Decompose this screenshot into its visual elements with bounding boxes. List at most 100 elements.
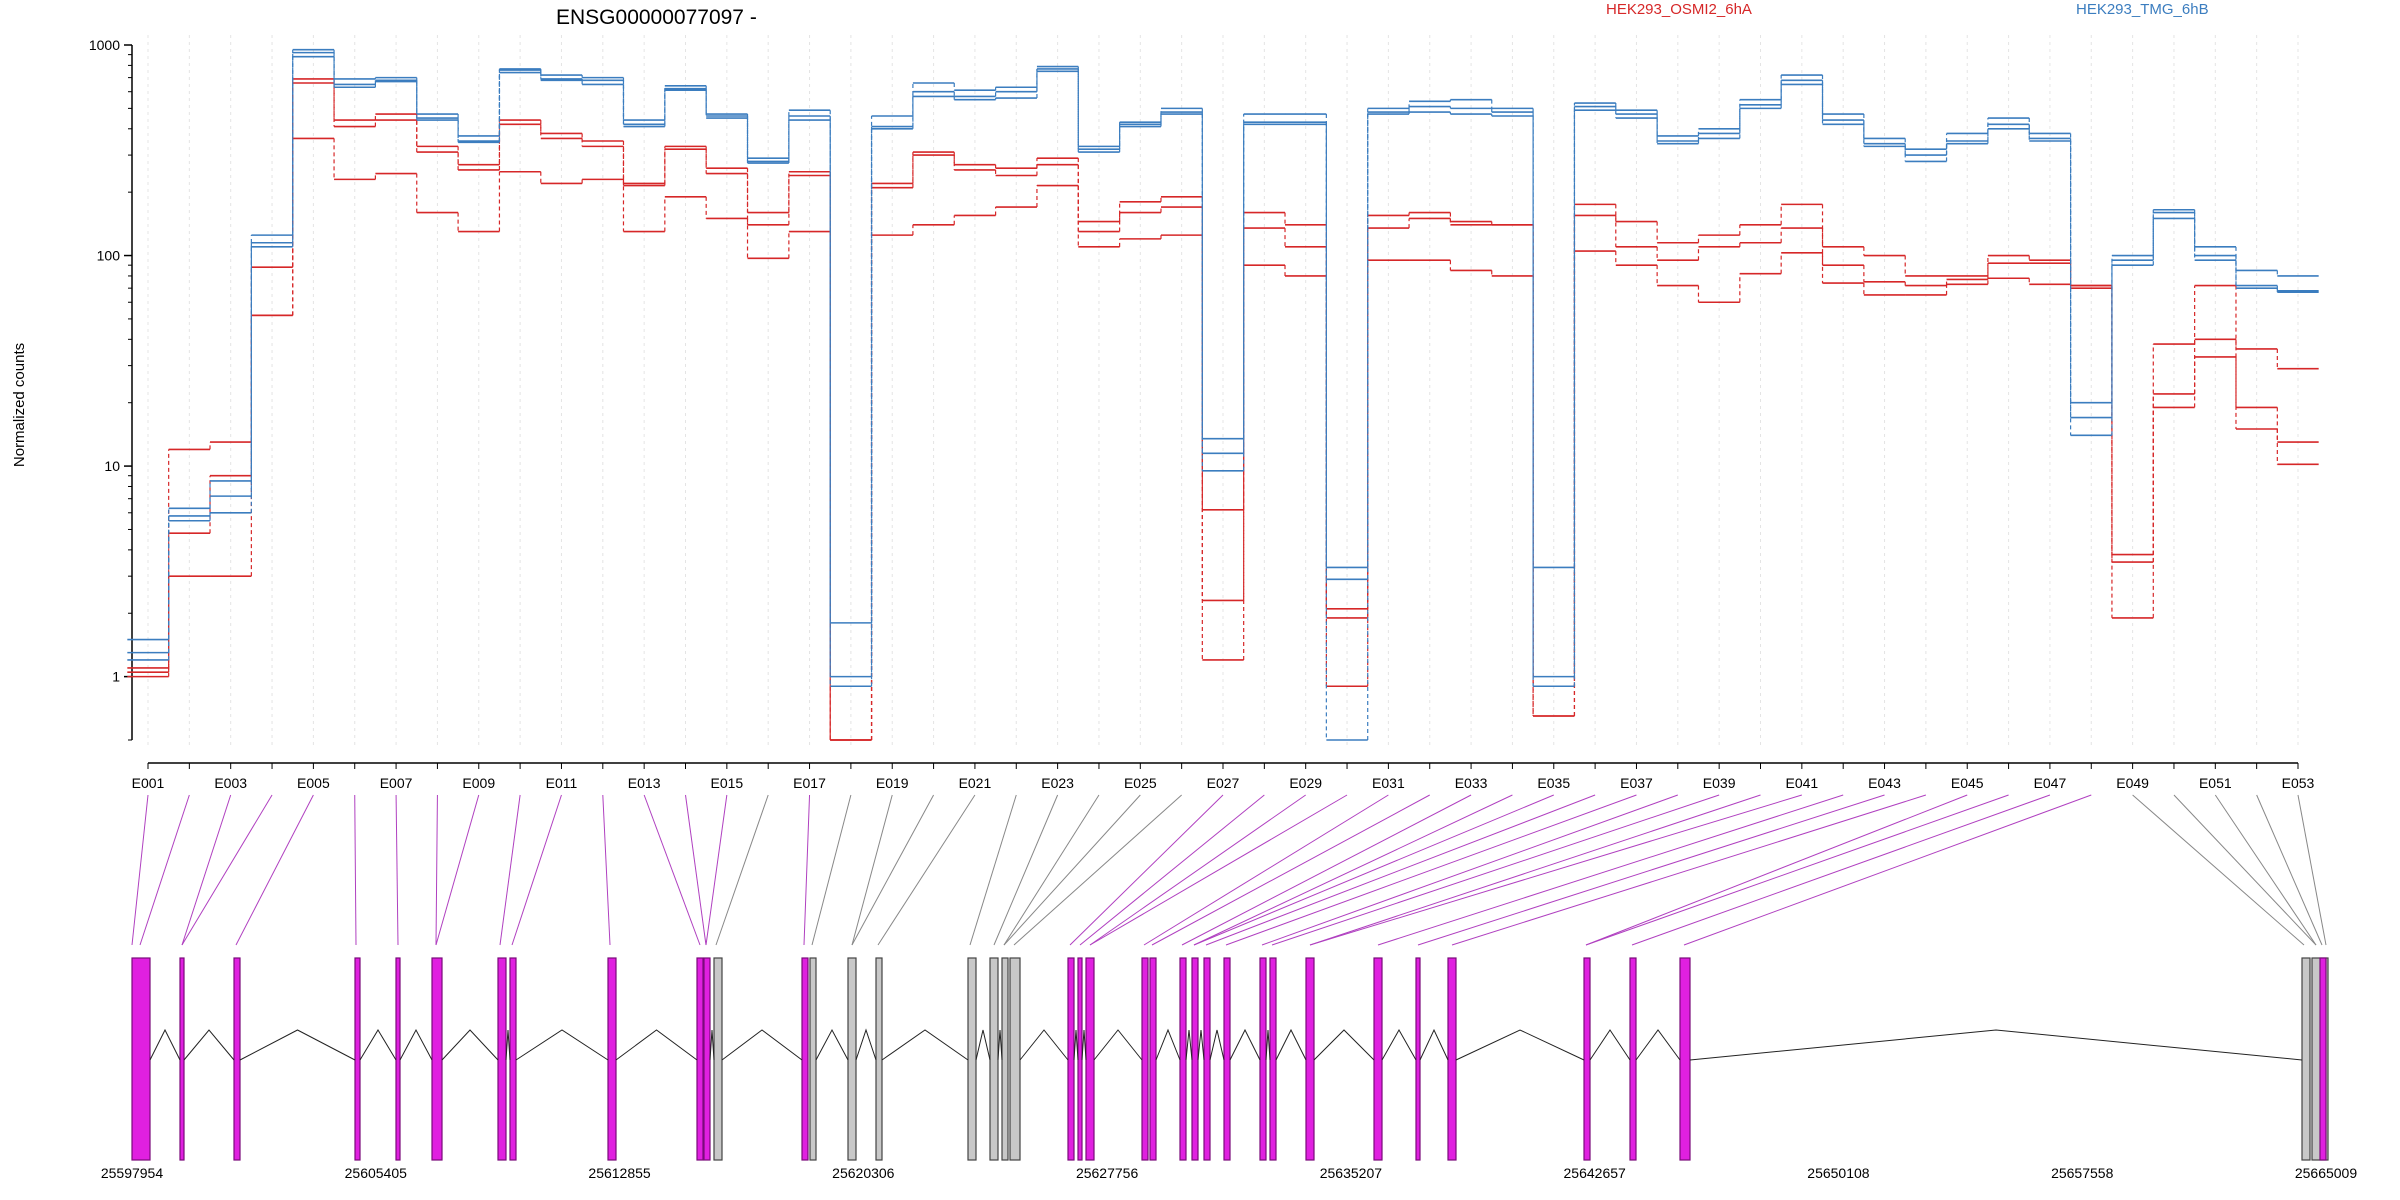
exon-connector [435, 794, 480, 946]
series-lines [127, 48, 2319, 741]
intron-line [1019, 1029, 1069, 1061]
intron-line [1197, 1029, 1205, 1061]
coordinate-label: 25597954 [101, 1165, 164, 1181]
exon-box-tested [431, 957, 443, 1161]
exon-box-tested [179, 957, 185, 1161]
intron-line [1313, 1029, 1375, 1061]
intron-line [975, 1029, 991, 1061]
exon-box-tested [509, 957, 517, 1161]
exon-connector [1261, 794, 1678, 946]
exon-box-tested [2319, 957, 2327, 1161]
intron-line [1229, 1028, 1261, 1061]
intron-line [721, 1029, 803, 1061]
coordinate-label: 25642657 [1564, 1165, 1627, 1181]
exon-connector [685, 794, 707, 946]
x-tick-label: E017 [793, 775, 826, 791]
y-tick-label: 1000 [89, 37, 120, 53]
exon-connector [1079, 794, 1265, 946]
exon-box-tested [1067, 957, 1075, 1161]
exon-connector [181, 794, 232, 946]
exon-box-untested [1001, 957, 1009, 1161]
exon-box-tested [1415, 957, 1421, 1161]
exon-connector [1417, 794, 1885, 946]
exon-connector [851, 794, 893, 946]
intron-line [1455, 1029, 1585, 1061]
exon-box-tested [1269, 957, 1277, 1161]
coordinate-label: 25650108 [1807, 1165, 1870, 1181]
exon-connector [851, 794, 935, 946]
intron-line [1081, 1029, 1087, 1061]
exon-box-untested [989, 957, 999, 1161]
x-tick-label: E037 [1620, 775, 1653, 791]
exon-connector [2173, 794, 2317, 946]
exon-box-tested [1191, 957, 1199, 1161]
x-tick-label: E023 [1041, 775, 1074, 791]
x-tick-label: E031 [1372, 775, 1405, 791]
x-tick-label: E039 [1703, 775, 1736, 791]
series-a-1 [127, 82, 2319, 741]
intron-line [1275, 1028, 1307, 1061]
x-tick-label: E035 [1537, 775, 1570, 791]
y-tick-label: 1 [112, 669, 120, 685]
y-axis-label: Normalized counts [11, 343, 28, 467]
exon-connector [811, 794, 852, 946]
exon-box-untested [875, 957, 883, 1161]
exon-box-tested [131, 957, 151, 1161]
exon-connector [715, 794, 769, 946]
exon-box-tested [354, 957, 361, 1161]
exon-box-tested [1447, 957, 1457, 1161]
exon-connector [395, 794, 399, 946]
exon-connector [2214, 794, 2317, 946]
exon-connector [602, 794, 611, 946]
exon-connector [643, 794, 701, 946]
exon-box-tested [1077, 957, 1083, 1161]
exon-connector [1089, 794, 1306, 946]
y-axis: 1 10 100 1000 [89, 37, 133, 741]
intron-line [1589, 1029, 1631, 1061]
x-tick-label: E019 [876, 775, 909, 791]
x-tick-label: E045 [1951, 775, 1984, 791]
exon-connector [1089, 794, 1348, 946]
coordinate-label: 25620306 [832, 1165, 895, 1181]
x-tick-label: E013 [628, 775, 661, 791]
exon-connector [1585, 794, 1968, 946]
exon-box-tested [1305, 957, 1315, 1161]
intron-line [399, 1028, 433, 1061]
intron-line [1185, 1029, 1193, 1061]
exon-connector [993, 794, 1059, 946]
x-tick-label: E047 [2034, 775, 2067, 791]
exon-box-untested [967, 957, 977, 1161]
exon-connector [235, 794, 314, 946]
x-tick-label: E053 [2282, 775, 2315, 791]
exon-connector [705, 794, 728, 946]
exon-box-tested [233, 957, 241, 1161]
exon-box-tested [497, 957, 507, 1161]
exon-box-tested [696, 957, 704, 1161]
exon-connector [803, 794, 811, 946]
exon-connector [1683, 794, 2092, 946]
exon-connector [877, 794, 976, 946]
exon-connector [1377, 794, 1844, 946]
x-tick-label: E011 [546, 775, 578, 791]
gene-model [131, 957, 2329, 1161]
intron-line [815, 1028, 849, 1061]
x-tick-label: E029 [1289, 775, 1322, 791]
x-tick-label: E007 [380, 775, 413, 791]
intron-line [997, 1029, 1003, 1061]
exon-box-tested [1373, 957, 1383, 1161]
intron-line [615, 1029, 698, 1061]
intron-line [239, 1029, 356, 1061]
intron-line [709, 1029, 715, 1061]
x-tick-label: E027 [1207, 775, 1240, 791]
chart-title: ENSG00000077097 - [556, 6, 757, 29]
coordinate-label: 25635207 [1320, 1165, 1383, 1181]
exon-box-tested [1085, 957, 1095, 1161]
intron-line [1093, 1029, 1143, 1061]
exon-connector [1143, 794, 1389, 946]
x-tick-label: E015 [710, 775, 743, 791]
coordinate-label: 25665009 [2295, 1165, 2358, 1181]
coordinate-label: 25612855 [588, 1165, 651, 1181]
intron-line [1635, 1029, 1681, 1061]
x-tick-label: E021 [959, 775, 992, 791]
